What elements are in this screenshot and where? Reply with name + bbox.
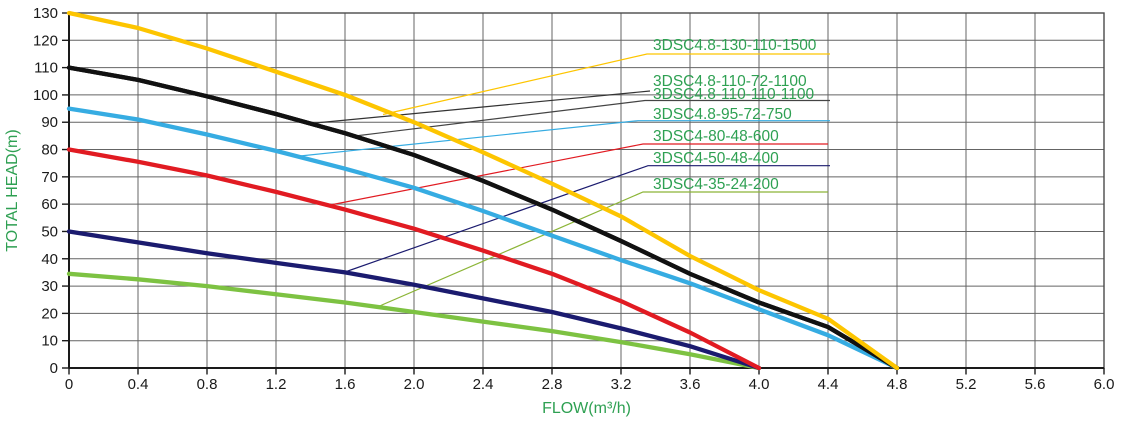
- x-tick-label: 3.6: [680, 376, 701, 393]
- y-tick-label: 130: [33, 5, 58, 22]
- y-tick-label: 50: [41, 223, 58, 240]
- x-tick-label: 2.0: [404, 376, 425, 393]
- x-tick-label: 1.6: [335, 376, 356, 393]
- y-tick-label: 20: [41, 305, 58, 322]
- x-tick-label: 6.0: [1094, 376, 1115, 393]
- x-tick-label: 4.4: [818, 376, 839, 393]
- x-tick-label: 2.8: [542, 376, 563, 393]
- y-tick-label: 110: [34, 60, 58, 77]
- axes-layer: [68, 13, 1104, 369]
- curve-3DSC4-80-48-600: [66, 147, 762, 371]
- leader-line: [344, 165, 830, 273]
- leader-line: [309, 90, 651, 125]
- series-label: 3DSC4.8-95-72-750: [653, 106, 792, 123]
- y-tick-label: 80: [41, 142, 58, 159]
- x-tick-label: 0.4: [128, 376, 149, 393]
- y-tick-label: 40: [41, 251, 58, 268]
- curve-3DSC4-35-24-200: [66, 271, 762, 371]
- x-tick-label: 1.2: [266, 376, 287, 393]
- series-label: 3DSC4.8-110-72-1100: [653, 73, 807, 90]
- y-axis-title: TOTAL HEAD(m): [4, 129, 21, 251]
- y-tick-label: 90: [41, 114, 58, 131]
- x-tick-label: 2.4: [473, 376, 494, 393]
- y-tick-label: 30: [41, 278, 58, 295]
- x-tick-label: 3.2: [611, 376, 632, 393]
- series-labels-layer: 3DSC4.8-130-110-15003DSC4.8-110-72-11003…: [653, 37, 817, 193]
- x-tick-label: 0.8: [197, 376, 218, 393]
- curve-3DSC4.8-95-72-750: [66, 106, 900, 371]
- y-tick-label: 100: [33, 87, 58, 104]
- leader-line: [382, 53, 830, 116]
- series-label: 3DSC4.8-130-110-1500: [653, 37, 817, 54]
- x-tick-label: 5.6: [1025, 376, 1046, 393]
- curves-layer: [66, 10, 900, 371]
- leader-lines-layer: [299, 53, 830, 309]
- x-tick-label: 5.2: [956, 376, 977, 393]
- curve-3DSC4.8-110-72-1100: [66, 65, 900, 371]
- x-axis-title: FLOW(m³/h): [542, 400, 631, 417]
- y-tick-label: 70: [41, 169, 58, 186]
- x-tick-label: 4.0: [749, 376, 770, 393]
- y-tick-label: 120: [33, 32, 58, 49]
- leader-line: [374, 191, 828, 309]
- y-tick-labels: 0 10 20 30 40 50 60 70 80 90 100 110 120 130: [33, 5, 58, 377]
- curve-3DSC4.8-130-110-1500: [66, 10, 900, 371]
- series-label: 3DSC4-35-24-200: [653, 176, 779, 193]
- y-tick-label: 0: [50, 360, 58, 377]
- y-tick-label: 60: [41, 196, 58, 213]
- curve-3DSC4-50-48-400: [66, 229, 762, 371]
- x-tick-labels: 0 0.4 0.8 1.2 1.6 2.0 2.4 2.8 3.2 3.6 4.0 4.4 4.8 5.2…: [65, 376, 1115, 393]
- leader-line: [324, 143, 828, 207]
- series-label: 3DSC4.8-110-110-1100: [653, 86, 815, 103]
- tick-marks: [62, 12, 1105, 375]
- y-tick-label: 10: [41, 333, 58, 350]
- x-tick-label: 0: [65, 376, 73, 393]
- x-tick-label: 4.8: [887, 376, 908, 393]
- leader-line: [299, 120, 830, 157]
- series-label: 3DSC4-50-48-400: [653, 150, 779, 167]
- series-label: 3DSC4-80-48-600: [653, 128, 779, 145]
- leader-line: [354, 99, 830, 137]
